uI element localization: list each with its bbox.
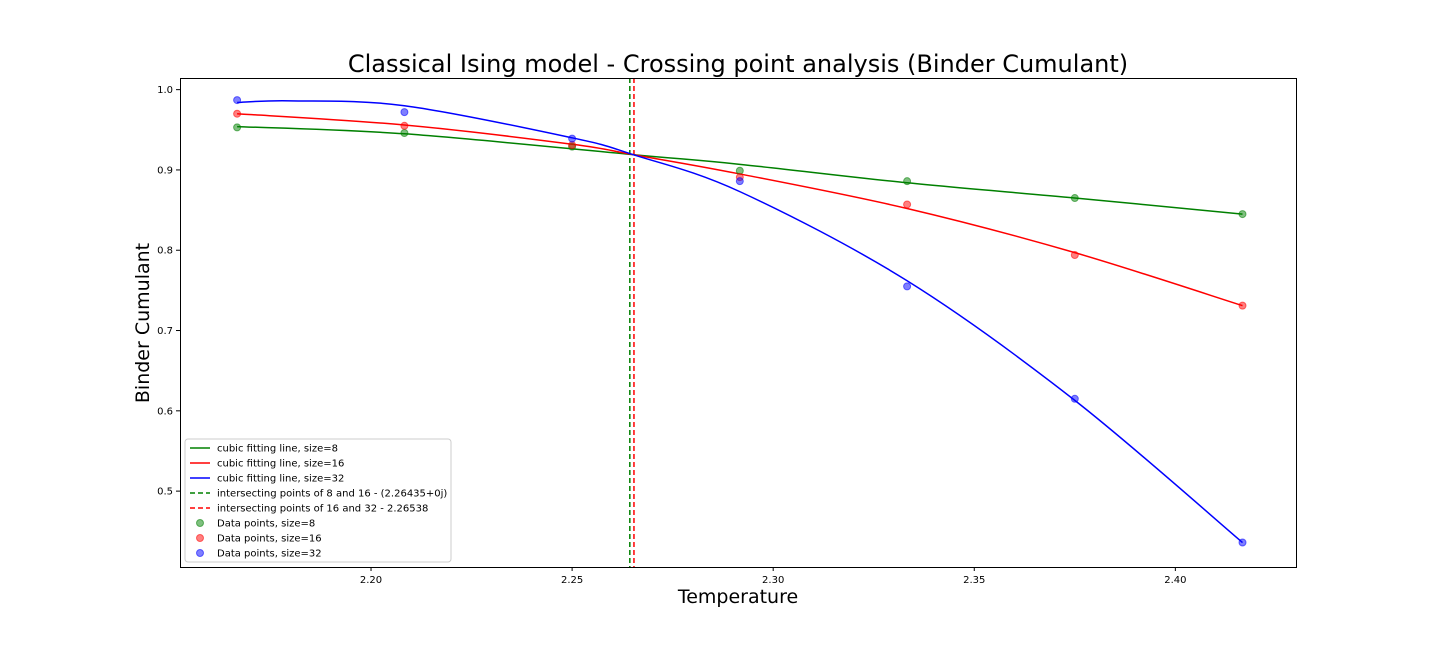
fit-line-3 (237, 100, 1243, 544)
legend-swatch-point (196, 534, 204, 542)
x-tick-label: 2.40 (1164, 575, 1186, 586)
x-tick-label: 2.35 (963, 575, 985, 586)
y-tick-label: 1.0 (157, 85, 173, 96)
legend-label: Data points, size=8 (217, 519, 315, 530)
data-point-s3-4 (735, 177, 744, 186)
legend-label: cubic fitting line, size=8 (217, 444, 338, 455)
y-tick-label: 0.6 (157, 406, 173, 417)
legend-label: Data points, size=32 (217, 549, 322, 560)
data-point-s2-2 (400, 121, 409, 130)
x-axis-label: Temperature (677, 586, 798, 608)
data-point-s3-1 (233, 96, 242, 105)
legend: cubic fitting line, size=8 cubic fitting … (184, 438, 452, 563)
chart-title: Classical Ising model - Crossing point a… (348, 50, 1128, 78)
y-tick-label: 0.7 (157, 326, 173, 337)
data-point-s2-7 (1238, 301, 1247, 310)
data-point-s2-6 (1070, 251, 1079, 260)
legend-label: intersecting points of 16 and 32 - 2.265… (217, 504, 428, 515)
plot-frame (180, 78, 1297, 568)
data-point-s1-1 (233, 123, 242, 132)
y-tick-label: 0.9 (157, 165, 173, 176)
data-point-s3-6 (1070, 394, 1079, 403)
data-point-s1-5 (903, 177, 912, 186)
legend-label: cubic fitting line, size=16 (217, 459, 344, 470)
x-tick-label: 2.30 (762, 575, 784, 586)
data-point-s2-5 (903, 200, 912, 209)
x-tick-label: 2.20 (360, 575, 382, 586)
data-point-s3-7 (1238, 538, 1247, 547)
data-point-s3-3 (568, 134, 577, 143)
y-tick-label: 0.5 (157, 487, 173, 498)
legend-box (184, 438, 452, 563)
y-tick-label: 0.8 (157, 246, 173, 257)
data-point-s1-2 (400, 129, 409, 138)
data-point-s1-6 (1070, 194, 1079, 203)
legend-label: cubic fitting line, size=32 (217, 474, 344, 485)
data-point-s3-5 (903, 282, 912, 291)
y-axis-ticks: 0.5 0.6 0.7 0.8 0.9 1.0 (157, 85, 180, 498)
data-point-s2-1 (233, 109, 242, 118)
legend-swatch-point (196, 519, 204, 527)
plot-area (233, 78, 1247, 567)
x-tick-label: 2.25 (561, 575, 583, 586)
data-point-s3-2 (400, 108, 409, 117)
legend-swatch-point (196, 549, 204, 557)
y-axis-label: Binder Cumulant (132, 243, 154, 403)
data-point-s1-7 (1238, 210, 1247, 219)
legend-label: Data points, size=16 (217, 534, 322, 545)
legend-label: intersecting points of 8 and 16 - (2.264… (217, 489, 447, 500)
x-axis-ticks: 2.20 2.25 2.30 2.35 2.40 (360, 567, 1186, 586)
